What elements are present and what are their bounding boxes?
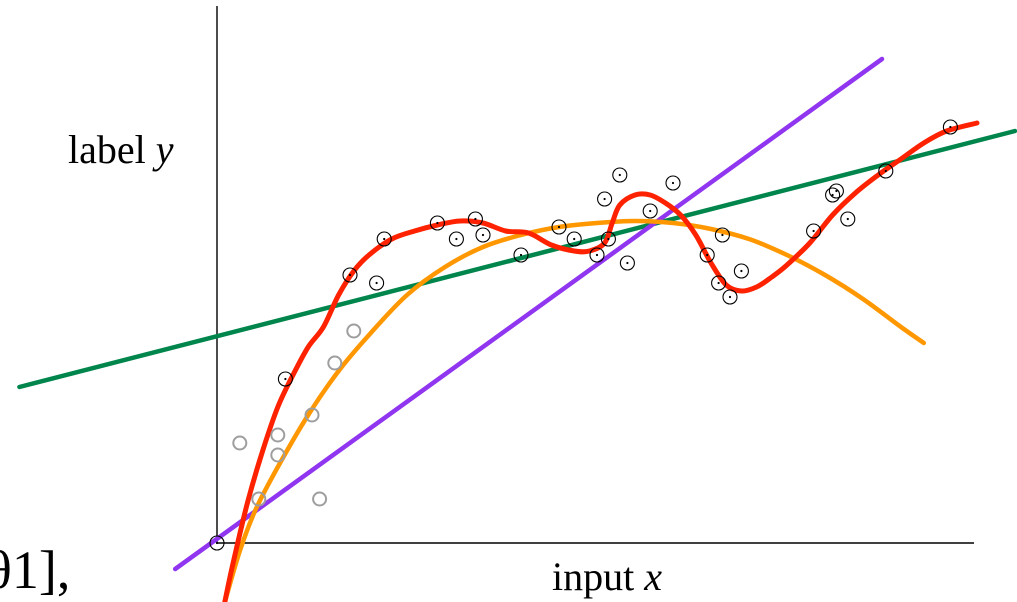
faded-point <box>233 437 246 450</box>
observed-point-center <box>740 270 742 272</box>
observed-point <box>476 228 490 242</box>
faded-point <box>328 357 341 370</box>
observed-point-center <box>649 210 651 212</box>
observed-point-center <box>813 230 815 232</box>
observed-point <box>829 184 843 198</box>
observed-point-center <box>216 542 218 544</box>
x-axis-label: input x <box>552 554 662 599</box>
y-axis-label-prefix: label <box>68 127 156 172</box>
observed-point-center <box>626 262 628 264</box>
observed-point-center <box>596 254 598 256</box>
observed-point <box>734 264 748 278</box>
cropped-equation-fragment: θ1], <box>0 540 70 600</box>
observed-point <box>620 256 634 270</box>
observed-point-center <box>284 378 286 380</box>
observed-point-center <box>721 234 723 236</box>
observed-point <box>613 168 627 182</box>
high-order-fit-line <box>225 123 977 602</box>
observed-point-center <box>604 198 606 200</box>
faded-point <box>313 493 326 506</box>
observed-point-center <box>619 174 621 176</box>
observed-point <box>370 276 384 290</box>
observed-point-center <box>718 282 720 284</box>
observed-point-center <box>474 218 476 220</box>
observed-point-center <box>949 126 951 128</box>
observed-point <box>826 188 840 202</box>
observed-point-center <box>558 226 560 228</box>
chart-axes <box>217 6 974 543</box>
observed-point-center <box>885 170 887 172</box>
observed-point-center <box>573 238 575 240</box>
observed-point <box>841 212 855 226</box>
quadratic-fit-line <box>225 221 924 602</box>
observed-point <box>666 176 680 190</box>
faded-point <box>347 325 360 338</box>
observed-point-center <box>729 296 731 298</box>
observed-point-center <box>349 274 351 276</box>
observed-point-center <box>455 238 457 240</box>
y-axis-label: label y <box>68 127 174 172</box>
observed-point <box>723 290 737 304</box>
observed-point-center <box>482 234 484 236</box>
observed-point-center <box>835 190 837 192</box>
x-axis-variable: x <box>643 554 662 599</box>
observed-point-center <box>607 238 609 240</box>
x-axis-label-prefix: input <box>552 554 644 599</box>
faded-point <box>271 429 284 442</box>
data-points <box>210 120 957 550</box>
observed-point <box>449 232 463 246</box>
observed-point-center <box>520 254 522 256</box>
steep-linear-fit-line <box>175 59 882 569</box>
y-axis-variable: y <box>152 127 174 172</box>
observed-point-center <box>376 282 378 284</box>
observed-point <box>598 192 612 206</box>
observed-point-center <box>436 222 438 224</box>
observed-point-center <box>672 182 674 184</box>
observed-point-center <box>706 254 708 256</box>
observed-point <box>643 204 657 218</box>
observed-point-center <box>847 218 849 220</box>
observed-point-center <box>383 238 385 240</box>
